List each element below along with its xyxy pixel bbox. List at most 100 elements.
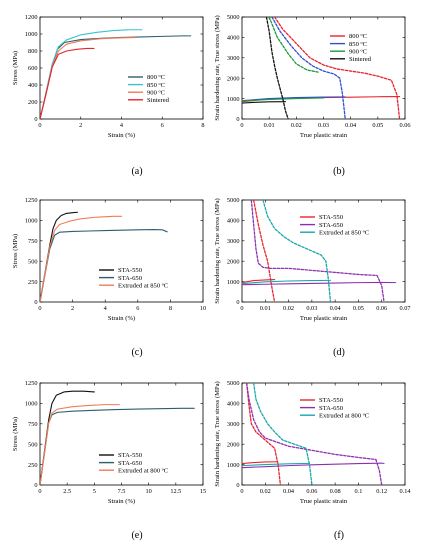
x-tick-label: 5 (93, 488, 96, 495)
plot-frame (241, 199, 406, 303)
series-line (40, 37, 137, 119)
x-axis-label: Strain (%) (108, 498, 135, 505)
panel-f: 0 0.02 0.04 0.06 0.08 0.1 0.12 0.14 0 1000 2000 300… (214, 380, 411, 541)
legend-label: Extruded at 800 ºC (319, 412, 370, 419)
series-group (242, 200, 397, 302)
legend-label: 900 ºC (147, 89, 166, 96)
y-axis-label: Stress (MPa) (12, 51, 19, 85)
x-tick-label: 12.5 (170, 488, 181, 495)
y-axis-label: Stress (MPa) (12, 234, 19, 268)
y-tick-label: 1000 (227, 462, 240, 469)
x-tick-label: 7.5 (118, 488, 126, 495)
series-line (242, 281, 397, 286)
panel-caption: (d) (333, 347, 345, 358)
x-tick-label: 6 (161, 122, 164, 129)
x-tick-label: 0.06 (399, 122, 410, 129)
y-tick-label: 1000 (227, 279, 240, 286)
y-tick-label: 3000 (227, 55, 240, 62)
x-tick-label: 0.14 (399, 488, 411, 495)
x-tick-label: 0 (240, 305, 243, 312)
plot-frame (241, 382, 406, 486)
series-group (40, 29, 192, 119)
y-tick-label: 0 (236, 482, 239, 489)
series-line (242, 461, 278, 465)
x-tick-label: 0.06 (376, 305, 387, 312)
y-tick-label: 1250 (25, 380, 38, 387)
x-tick-label: 0.08 (330, 488, 341, 495)
x-tick-label: 8 (169, 305, 172, 312)
x-tick-label: 0.04 (283, 488, 295, 495)
legend-label: Sintered (147, 97, 170, 104)
x-axis-label: Strain (%) (108, 132, 135, 139)
x-tick-label: 10 (146, 488, 152, 495)
plot-frame (39, 16, 204, 120)
y-axis-label: Strain hardening rate, True stress (MPa) (214, 15, 221, 120)
y-tick-label: 0 (34, 482, 37, 489)
x-tick-label: 0.04 (345, 122, 357, 129)
x-tick-label: 2.5 (63, 488, 71, 495)
legend-label: STA-650 (319, 405, 344, 412)
series-line (262, 200, 332, 302)
series-group (40, 390, 195, 485)
y-axis-label: Stress (MPa) (12, 417, 19, 451)
legend-label: Extruded at 850 ºC (319, 229, 370, 236)
plot-frame (241, 16, 406, 120)
legend-label: STA-650 (319, 222, 344, 229)
x-tick-label: 0.06 (306, 488, 317, 495)
panel-d: 0 0.01 0.02 0.03 0.04 0.05 0.06 0.07 0 1000 2000 30… (214, 197, 411, 358)
series-line (242, 279, 332, 285)
y-tick-label: 0 (34, 116, 37, 123)
panel-e: 0 2.5 5 7.5 10 12.5 15 0 250 500 750 1000 1250 Strain… (12, 380, 206, 541)
x-tick-label: 4 (120, 122, 124, 129)
y-tick-label: 750 (28, 238, 37, 245)
x-tick-label: 0.02 (260, 488, 271, 495)
x-tick-label: 6 (136, 305, 139, 312)
panel-c: 0 2 4 6 8 10 0 250 500 750 1000 1250 Strain (%) Stres… (12, 197, 206, 358)
y-tick-label: 250 (28, 279, 37, 286)
y-tick-label: 1000 (25, 401, 38, 408)
series-group (40, 211, 168, 302)
legend-label: Extruded at 850 ºC (118, 282, 169, 289)
y-tick-label: 1000 (25, 31, 38, 38)
panel-caption: (c) (131, 347, 142, 358)
x-tick-label: 2 (71, 305, 74, 312)
legend-label: STA-550 (118, 267, 143, 274)
x-tick-label: 0.02 (283, 305, 294, 312)
series-line (40, 35, 192, 119)
legend-label: 850 ºC (147, 82, 166, 89)
y-tick-label: 0 (236, 299, 239, 306)
y-tick-label: 1000 (25, 218, 38, 225)
y-tick-label: 2000 (227, 441, 240, 448)
y-tick-label: 3000 (227, 238, 240, 245)
x-tick-label: 0.05 (372, 122, 383, 129)
y-tick-label: 2000 (227, 75, 240, 82)
legend-label: 800 ºC (147, 74, 166, 81)
series-line (252, 200, 276, 302)
series-line (246, 383, 282, 485)
x-axis-label: Strain (%) (108, 315, 135, 322)
y-tick-label: 0 (236, 116, 239, 123)
panel-caption: (a) (131, 166, 142, 177)
panel-caption: (b) (333, 166, 345, 177)
y-tick-label: 0 (34, 299, 37, 306)
x-tick-label: 0.12 (376, 488, 387, 495)
x-axis-label: True plastic strain (300, 315, 348, 322)
y-tick-label: 600 (28, 65, 37, 72)
legend-label: Sintered (349, 56, 372, 63)
x-tick-label: 0 (38, 488, 41, 495)
y-tick-label: 250 (28, 462, 37, 469)
y-tick-label: 5000 (227, 197, 240, 204)
x-tick-label: 4 (104, 305, 108, 312)
series-line (40, 215, 123, 302)
legend-label: 900 ºC (349, 48, 368, 55)
y-tick-label: 4000 (227, 218, 240, 225)
x-tick-label: 15 (200, 488, 206, 495)
series-line (271, 17, 346, 119)
series-line (273, 17, 401, 119)
